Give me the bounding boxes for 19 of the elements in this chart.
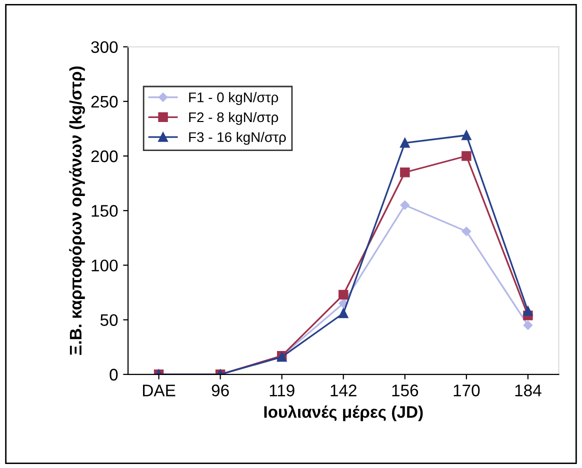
y-tick-label: 250 <box>91 96 118 108</box>
x-axis-title: Ιουλιανές μέρες (JD) <box>264 405 423 422</box>
x-tick-label: 156 <box>392 384 418 396</box>
y-tick-label: 200 <box>91 150 118 162</box>
x-tick-label: DAE <box>143 384 176 396</box>
legend-label: F3 - 16 kgN/στρ <box>189 132 286 145</box>
y-tick-label: 150 <box>92 205 118 217</box>
y-tick-label: 100 <box>92 260 118 272</box>
legend-label: F1 - 0 kgN/στρ <box>189 92 278 106</box>
x-tick-label: 119 <box>270 384 294 396</box>
legend-label: F2 - 8 kgN/στρ <box>189 112 278 125</box>
y-axis-title: Ξ.Β. καρποφόρων οργάνων (kg/στρ) <box>69 66 85 355</box>
y-tick-label: 0 <box>110 368 118 381</box>
y-tick-label: 50 <box>100 314 118 326</box>
x-tick-label: 142 <box>330 384 356 396</box>
x-tick-label: 184 <box>515 384 542 396</box>
y-tick-label: 300 <box>91 41 118 54</box>
x-tick-label: 96 <box>212 384 229 396</box>
x-tick-label: 170 <box>454 384 480 396</box>
